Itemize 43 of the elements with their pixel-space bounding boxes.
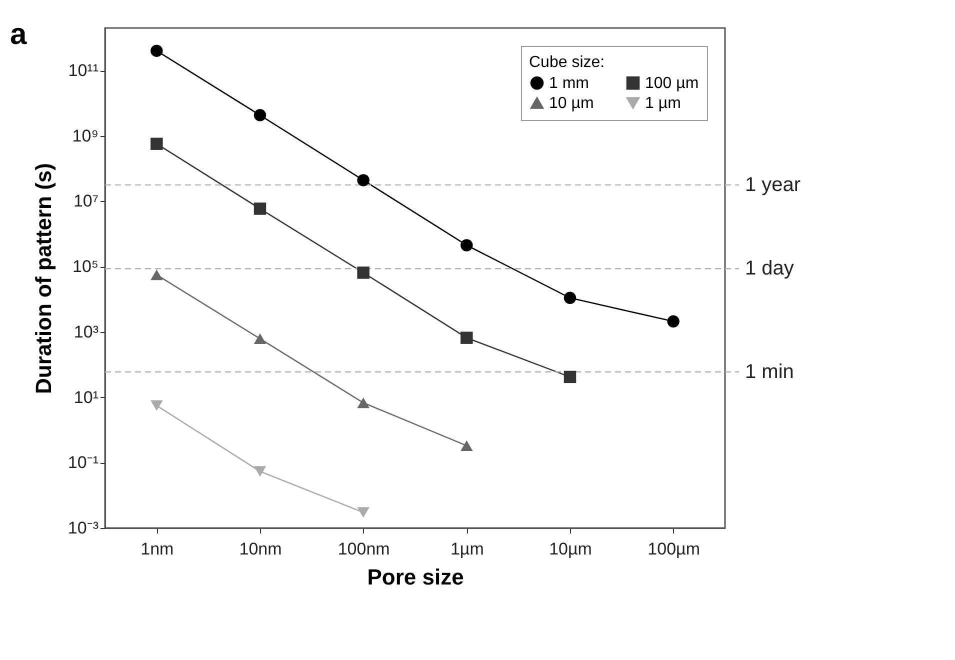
point	[460, 239, 473, 252]
x-tick-label: 10µm	[549, 540, 592, 558]
point	[357, 174, 370, 186]
point	[667, 315, 680, 328]
point	[254, 466, 266, 477]
legend-title: Cube size:	[529, 54, 605, 71]
point	[150, 400, 163, 411]
point	[254, 202, 266, 215]
point	[254, 333, 266, 344]
point	[150, 138, 163, 150]
y-tick-label: 10⁵	[72, 257, 98, 276]
ref-line-label: 1 min	[745, 360, 794, 383]
y-axis-title: Duration of pattern (s)	[30, 163, 56, 394]
legend-label: 1 µm	[645, 95, 681, 112]
y-tick-label: 10⁷	[73, 192, 98, 211]
x-tick-label: 100nm	[338, 540, 390, 558]
point	[460, 440, 473, 452]
ref-line-label: 1 year	[745, 174, 801, 196]
point	[564, 370, 576, 384]
ref-line-label: 1 day	[745, 258, 794, 280]
x-tick-label: 1µm	[450, 540, 484, 558]
y-tick-label: 10⁻³	[68, 518, 99, 538]
y-tick-label: 10⁻¹	[68, 453, 99, 472]
x-tick-label: 10nm	[239, 540, 282, 558]
point	[357, 507, 370, 518]
legend-label: 100 µm	[645, 75, 699, 92]
y-tick-label: 10³	[74, 322, 99, 342]
x-tick-label: 1nm	[140, 540, 174, 558]
text: a	[10, 18, 27, 51]
point	[254, 109, 266, 122]
legend-label: 1 mm	[549, 75, 589, 92]
point	[564, 292, 576, 304]
point	[357, 397, 370, 408]
y-tick-label: 10¹	[74, 388, 99, 407]
point	[150, 270, 163, 280]
point	[460, 332, 473, 344]
legend-label: 10 µm	[549, 95, 594, 112]
x-tick-label: 100µm	[648, 540, 700, 558]
y-tick-label: 10⁹	[72, 126, 98, 146]
x-axis-title: Pore size	[367, 564, 464, 590]
point	[150, 44, 163, 57]
point	[357, 266, 370, 279]
y-tick-label: 10¹¹	[68, 61, 99, 80]
